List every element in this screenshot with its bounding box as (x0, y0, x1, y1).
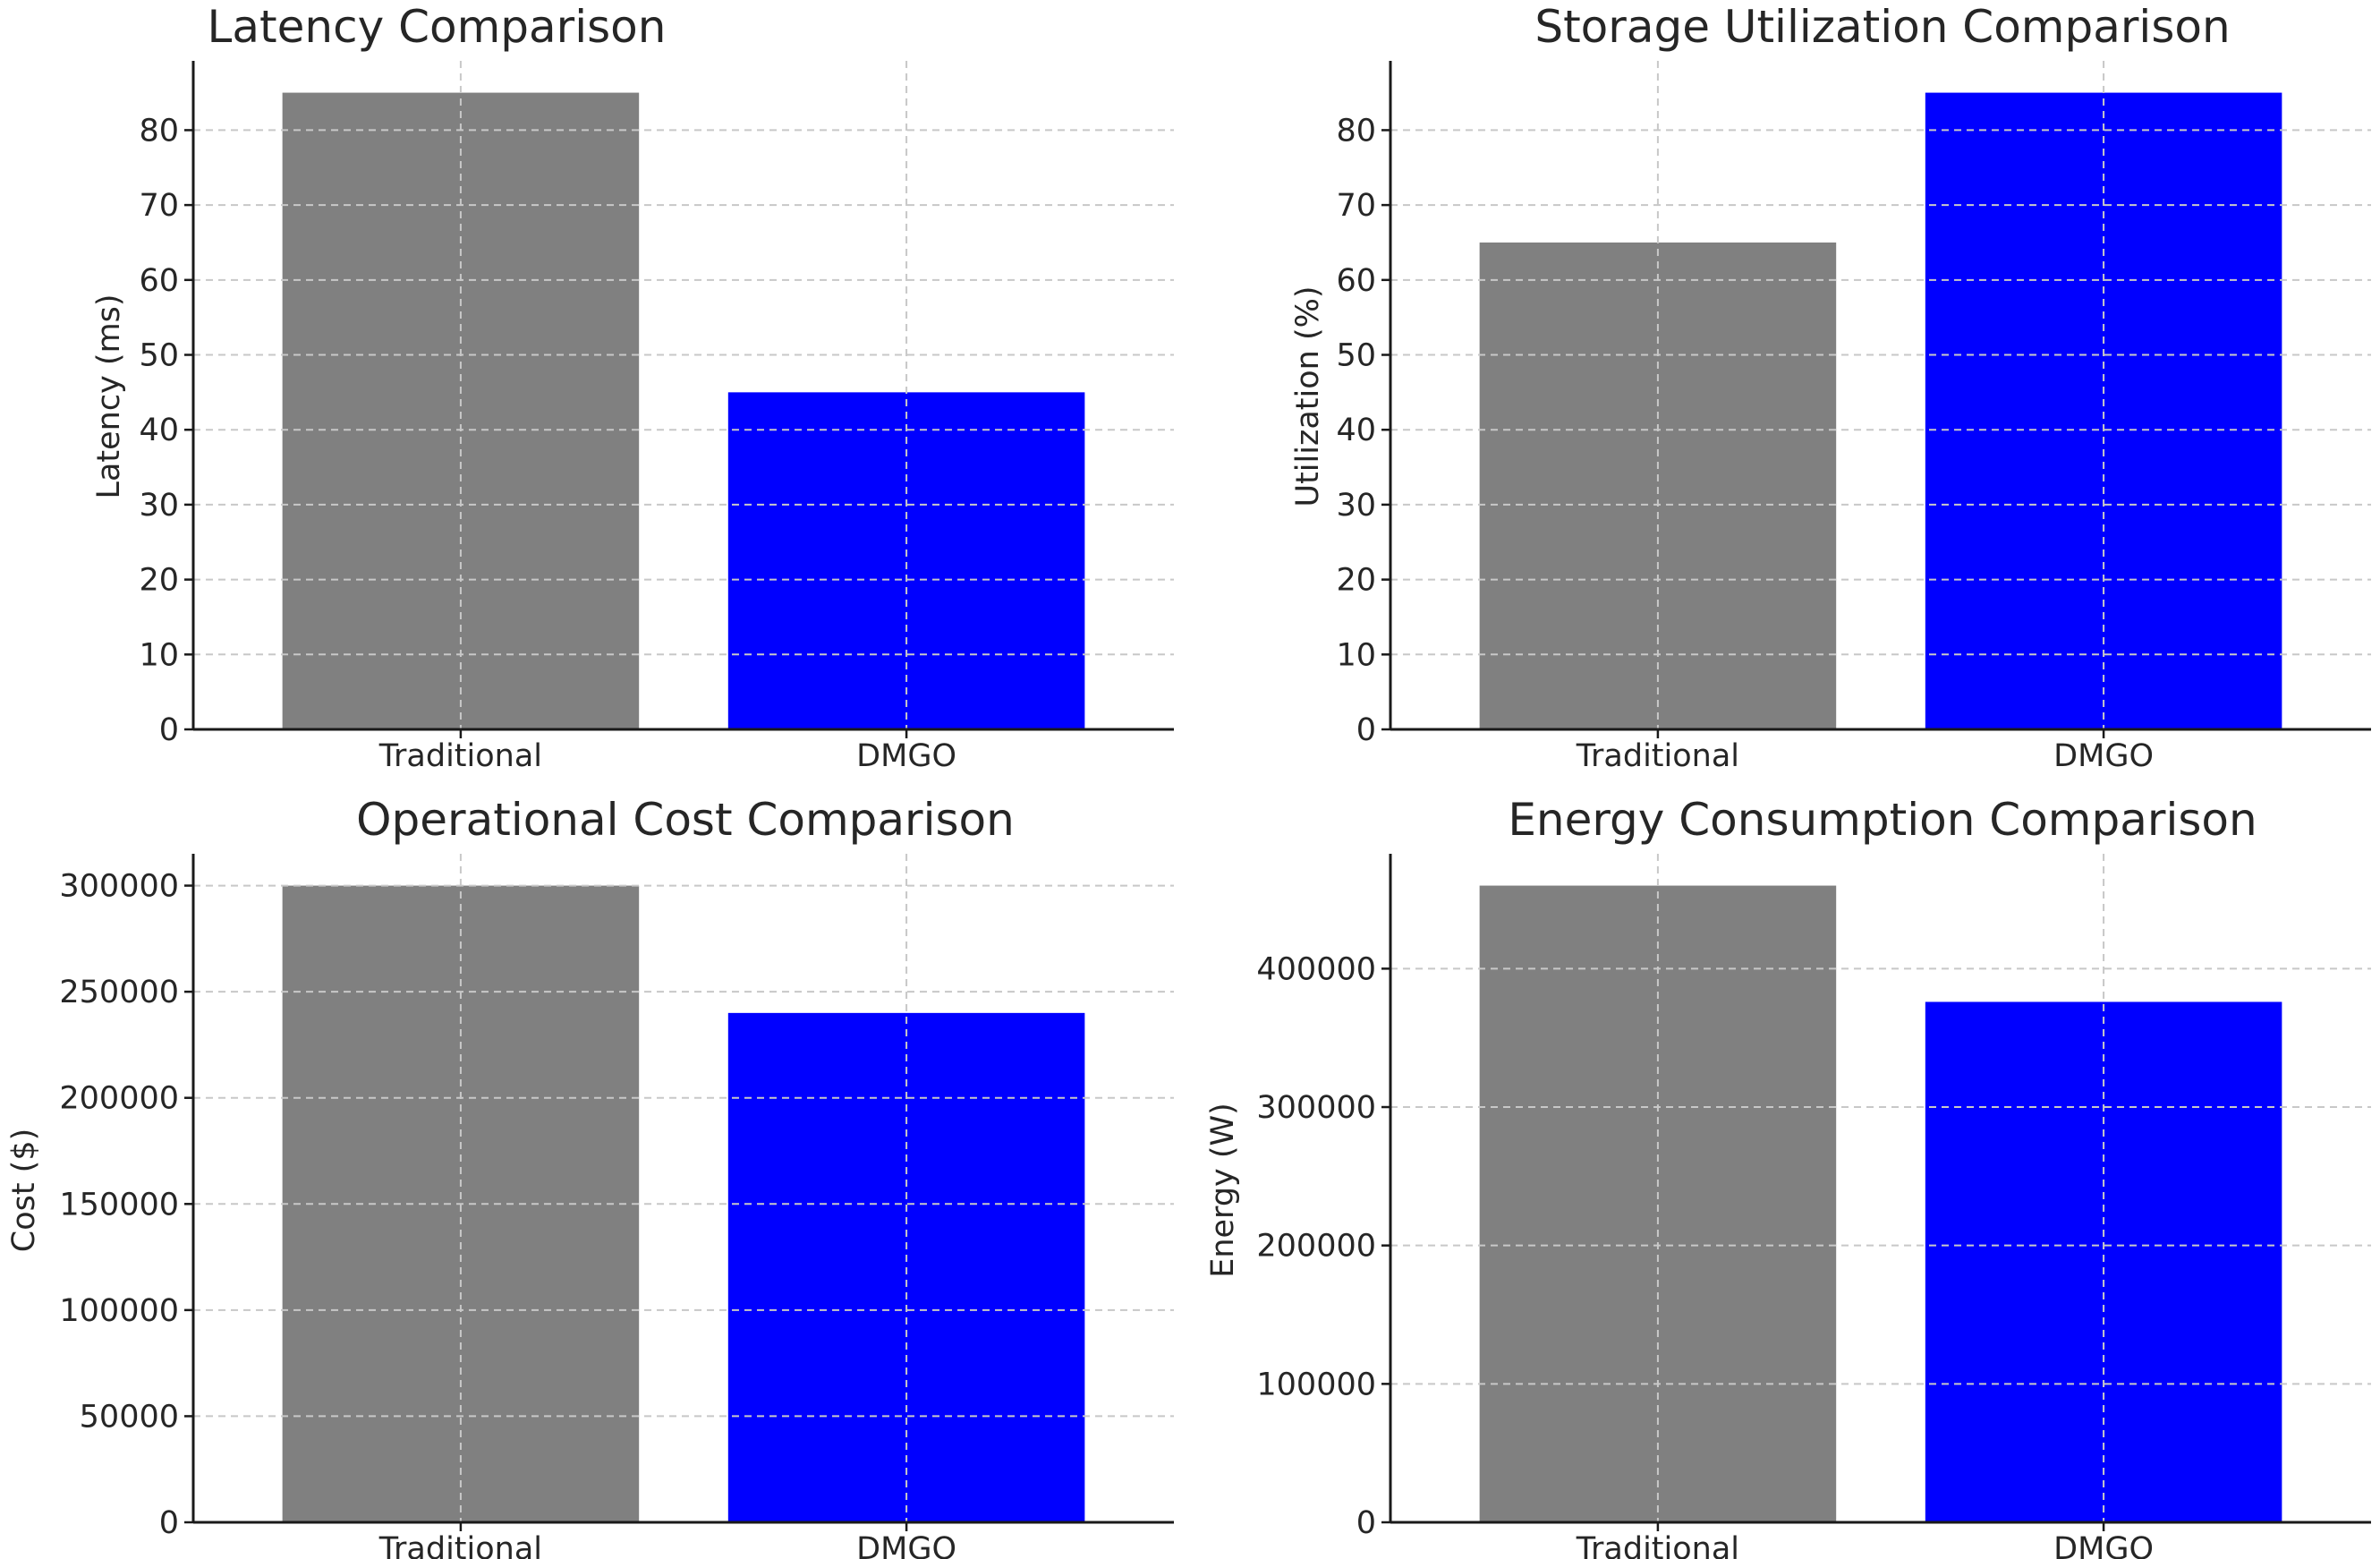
cost-plot-area: 0 50000 100000 150000 200000 250000 300000 Trad… (59, 854, 1174, 1559)
energy-plot-area: 0 100000 200000 300000 400000 Traditional DMGO (1256, 854, 2371, 1559)
latency-x-tick-label: Traditional (378, 738, 542, 774)
cost-chart-panel: Operational Cost Comparison Cost ($) 0 50… (6, 794, 1174, 1559)
energy-y-tick-label: 400000 (1256, 951, 1376, 987)
storage-y-tick-label: 40 (1336, 413, 1376, 448)
energy-y-tick-label: 300000 (1256, 1090, 1376, 1126)
latency-x-tick-label: DMGO (856, 738, 956, 774)
cost-y-tick-label: 50000 (80, 1399, 179, 1435)
latency-chart-panel: Latency Comparison Latency (ms) 0 10 20 30 4… (91, 1, 1174, 774)
energy-x-tick-label: DMGO (2053, 1531, 2154, 1559)
cost-x-tick-label: Traditional (378, 1531, 542, 1559)
latency-plot-area: 0 10 20 30 40 50 60 70 80 Traditional DMGO (139, 61, 1174, 774)
cost-y-tick-label: 0 (159, 1505, 179, 1541)
storage-bar-traditional (1479, 242, 1837, 729)
latency-y-tick-label: 40 (139, 413, 179, 448)
storage-y-tick-label: 60 (1336, 263, 1376, 299)
storage-y-tick-label: 30 (1336, 488, 1376, 524)
storage-y-tick-label: 50 (1336, 338, 1376, 374)
latency-y-tick-label: 0 (159, 712, 179, 748)
storage-y-tick-label: 10 (1336, 637, 1376, 673)
latency-bar-dmgo (727, 392, 1085, 729)
storage-x-tick-label: Traditional (1576, 738, 1739, 774)
cost-x-tick-label: DMGO (856, 1531, 956, 1559)
latency-y-tick-label: 70 (139, 188, 179, 224)
cost-chart-title: Operational Cost Comparison (356, 794, 1015, 846)
cost-y-tick-label: 200000 (59, 1081, 179, 1117)
cost-y-tick-label: 100000 (59, 1293, 179, 1329)
latency-y-tick-label: 50 (139, 338, 179, 374)
storage-y-axis-label: Utilization (%) (1290, 285, 1326, 507)
storage-y-tick-label: 80 (1336, 113, 1376, 149)
storage-y-tick-label: 70 (1336, 188, 1376, 224)
storage-y-tick-label: 0 (1356, 712, 1376, 748)
energy-chart-title: Energy Consumption Comparison (1508, 794, 2257, 846)
energy-y-tick-label: 200000 (1256, 1229, 1376, 1265)
energy-chart-panel: Energy Consumption Comparison Energy (W)… (1205, 794, 2371, 1559)
cost-y-tick-label: 300000 (59, 869, 179, 905)
energy-x-tick-label: Traditional (1576, 1531, 1739, 1559)
cost-y-axis-label: Cost ($) (6, 1129, 42, 1253)
storage-y-tick-label: 20 (1336, 563, 1376, 599)
latency-y-tick-label: 30 (139, 488, 179, 524)
energy-y-tick-label: 100000 (1256, 1367, 1376, 1402)
latency-y-tick-label: 10 (139, 637, 179, 673)
latency-chart-title: Latency Comparison (208, 1, 667, 53)
storage-chart-title: Storage Utilization Comparison (1534, 1, 2230, 53)
cost-y-tick-label: 150000 (59, 1187, 179, 1222)
latency-y-tick-label: 60 (139, 263, 179, 299)
storage-x-tick-label: DMGO (2053, 738, 2154, 774)
latency-y-axis-label: Latency (ms) (91, 294, 127, 498)
energy-y-tick-label: 0 (1356, 1505, 1376, 1541)
energy-y-axis-label: Energy (W) (1205, 1103, 1241, 1278)
latency-y-tick-label: 80 (139, 113, 179, 149)
storage-plot-area: 0 10 20 30 40 50 60 70 80 Traditional DMGO (1336, 61, 2371, 774)
cost-y-tick-label: 250000 (59, 975, 179, 1010)
storage-chart-panel: Storage Utilization Comparison Utilizati… (1290, 1, 2371, 774)
latency-y-tick-label: 20 (139, 563, 179, 599)
